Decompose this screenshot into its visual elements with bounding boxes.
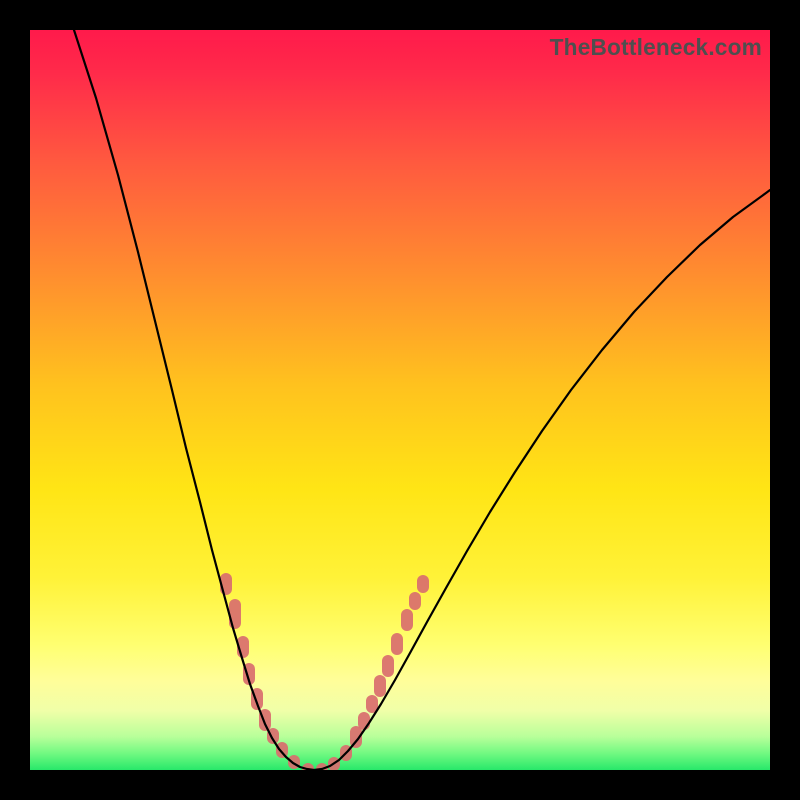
data-marker xyxy=(374,675,386,697)
data-marker xyxy=(382,655,394,677)
data-marker xyxy=(229,599,241,629)
curve-left-branch xyxy=(74,30,314,770)
data-marker xyxy=(417,575,429,593)
bottleneck-curve xyxy=(30,30,770,770)
chart-frame: TheBottleneck.com xyxy=(0,0,800,800)
plot-area: TheBottleneck.com xyxy=(30,30,770,770)
data-marker xyxy=(358,712,370,730)
marker-group xyxy=(220,573,429,770)
data-marker xyxy=(401,609,413,631)
data-marker xyxy=(409,592,421,610)
watermark-text: TheBottleneck.com xyxy=(550,34,762,61)
data-marker xyxy=(391,633,403,655)
